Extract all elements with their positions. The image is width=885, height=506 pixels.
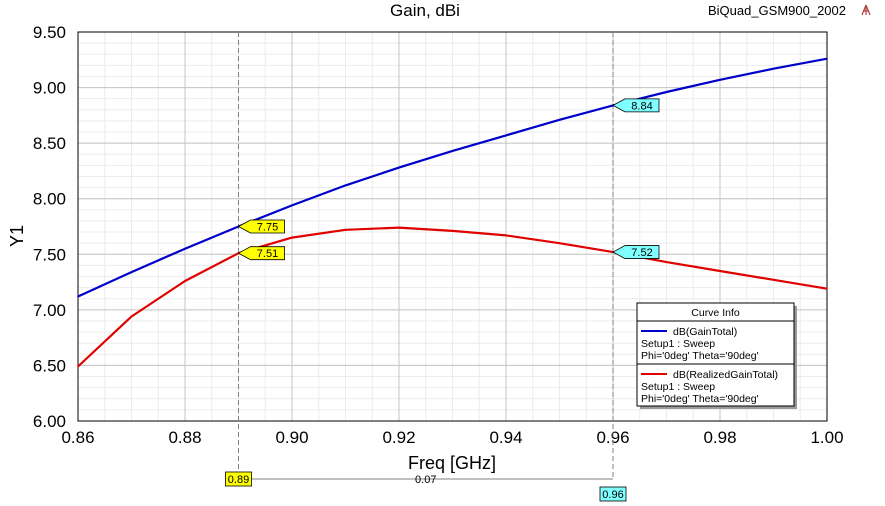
data-point xyxy=(130,315,133,318)
y-tick-label: 7.50 xyxy=(33,245,66,264)
data-point xyxy=(665,261,668,263)
data-point xyxy=(184,247,186,250)
marker-lines xyxy=(238,32,614,480)
data-point xyxy=(772,67,775,70)
data-point xyxy=(772,279,775,281)
legend-series-name: dB(GainTotal) xyxy=(673,326,737,338)
chart-title: Gain, dBi xyxy=(390,1,460,20)
data-point xyxy=(451,230,454,232)
delta-label: 0.07 xyxy=(415,474,436,486)
data-point xyxy=(77,295,79,298)
y-tick-labels: 6.00 6.50 7.00 7.50 8.00 8.50 9.00 9.50 xyxy=(33,23,66,431)
data-point xyxy=(398,226,400,229)
x-tick-label: 0.90 xyxy=(275,428,308,447)
data-point xyxy=(665,91,668,93)
data-point xyxy=(344,229,347,231)
data-point xyxy=(505,134,507,137)
data-point xyxy=(719,270,721,272)
y-tick-label: 8.00 xyxy=(33,190,66,209)
x-tick-label: 1.00 xyxy=(810,428,843,447)
data-point xyxy=(826,287,828,290)
x-axis-label: Freq [GHz] xyxy=(408,453,496,473)
y-tick-label: 7.00 xyxy=(33,301,66,320)
marker-value-label: 7.75 xyxy=(257,222,278,234)
marker-x-box xyxy=(225,471,252,487)
x-tick-label: 0.88 xyxy=(168,428,201,447)
marker-flag xyxy=(237,246,285,261)
data-point xyxy=(291,204,293,207)
x-tick-label: 0.86 xyxy=(61,428,94,447)
legend-setup: Setup1 : Sweep xyxy=(641,338,715,350)
data-point xyxy=(505,234,507,237)
marker-flag xyxy=(612,245,660,259)
plot-area xyxy=(77,31,828,422)
project-name: BiQuad_GSM900_2002 xyxy=(708,3,846,18)
legend-box xyxy=(636,302,795,407)
marker-x-label: 0.89 xyxy=(228,474,249,486)
x-tick-label: 0.92 xyxy=(382,428,415,447)
data-point xyxy=(826,57,828,60)
y-tick-label: 6.50 xyxy=(33,356,66,375)
marker-value-label: 7.51 xyxy=(257,248,278,260)
y-tick-label: 8.50 xyxy=(33,134,66,153)
x-tick-label: 0.98 xyxy=(703,428,736,447)
marker-delta: 0.07 0.89 0.96 xyxy=(225,471,627,502)
marker-value-labels: 7.75 7.51 8.84 7.52 xyxy=(237,98,660,261)
data-point xyxy=(130,271,133,273)
data-point xyxy=(184,280,186,282)
data-point xyxy=(451,150,454,152)
data-point xyxy=(77,365,79,368)
data-point xyxy=(558,242,561,244)
x-tick-label: 0.96 xyxy=(596,428,629,447)
legend-setup: Setup1 : Sweep xyxy=(641,381,715,393)
data-point xyxy=(344,184,347,187)
y-tick-label: 6.00 xyxy=(33,412,66,431)
series-lines xyxy=(77,57,828,368)
marker-value-label: 8.84 xyxy=(631,100,652,112)
data-point xyxy=(398,166,400,169)
legend-title: Curve Info xyxy=(691,307,740,319)
y-tick-label: 9.50 xyxy=(33,23,66,42)
legend-params: Phi='0deg' Theta='90deg' xyxy=(641,393,759,405)
marker-x-box xyxy=(599,486,627,502)
data-point xyxy=(291,236,293,239)
x-tick-labels: 0.86 0.88 0.90 0.92 0.94 0.96 0.98 1.00 xyxy=(61,428,843,447)
legend-params: Phi='0deg' Theta='90deg' xyxy=(641,350,759,362)
marker-value-label: 7.52 xyxy=(631,247,652,259)
y-axis-label: Y1 xyxy=(7,225,27,247)
marker-flag xyxy=(237,219,285,234)
x-tick-label: 0.94 xyxy=(489,428,522,447)
data-point xyxy=(719,78,721,81)
marker-x-label: 0.96 xyxy=(602,489,623,501)
logo-icon xyxy=(861,4,871,16)
data-point xyxy=(558,119,561,121)
marker-flag xyxy=(612,98,660,113)
y-tick-label: 9.00 xyxy=(33,79,66,98)
legend-series-name: dB(RealizedGainTotal) xyxy=(673,369,778,381)
